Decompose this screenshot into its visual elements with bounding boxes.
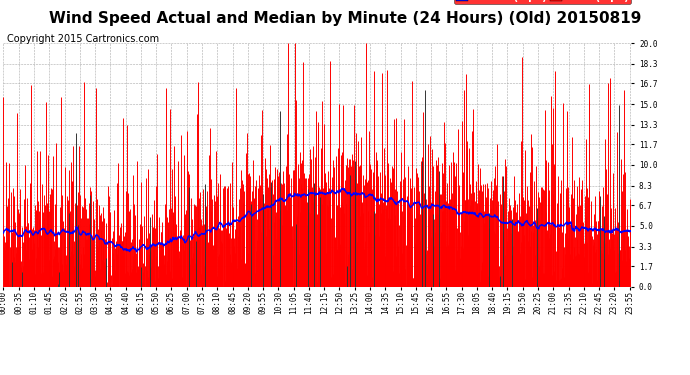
Text: Wind Speed Actual and Median by Minute (24 Hours) (Old) 20150819: Wind Speed Actual and Median by Minute (…: [49, 11, 641, 26]
Legend: Median (mph), Wind (mph): Median (mph), Wind (mph): [454, 0, 631, 4]
Text: Copyright 2015 Cartronics.com: Copyright 2015 Cartronics.com: [7, 34, 159, 44]
